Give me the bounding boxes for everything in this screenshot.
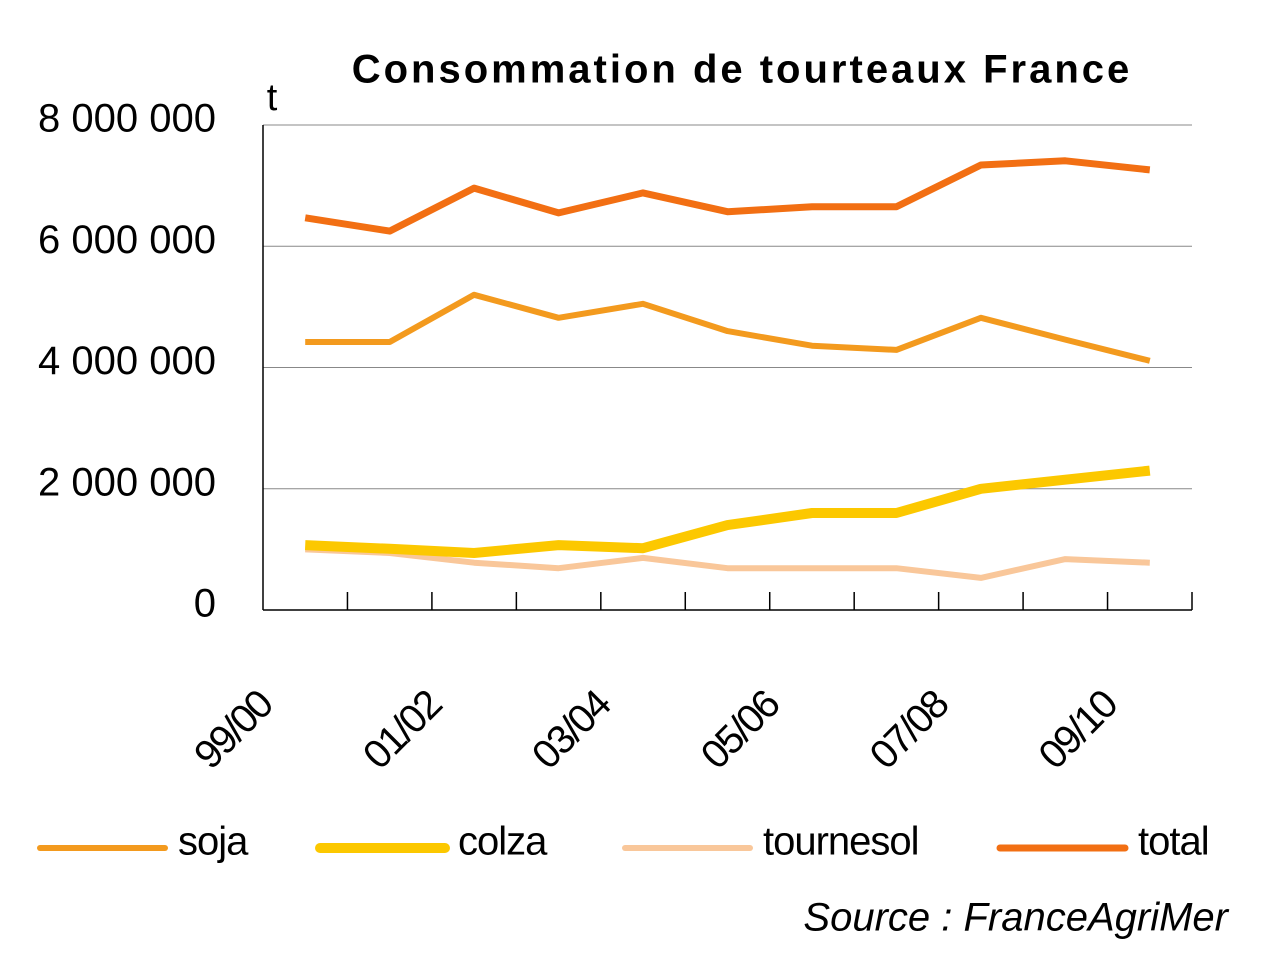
x-tick-label: 09/10 [1031,682,1126,777]
legend-label: soja [178,820,249,864]
series-line [305,546,1150,581]
legend-label: colza [458,820,548,864]
y-tick-label: 8 000 000 [38,97,216,141]
chart-title: Consommation de tourteaux France [352,48,1133,92]
x-tick-label: 01/02 [355,682,450,777]
x-tick-label: 05/06 [693,682,788,777]
y-tick-label: 0 [194,582,216,626]
y-unit: t [267,77,278,119]
y-tick-label: 4 000 000 [38,339,216,383]
legend-label: total [1138,820,1209,864]
legend-label: tournesol [763,820,919,864]
series-line [304,465,1151,558]
y-tick-label: 2 000 000 [38,460,216,504]
x-tick-label: 07/08 [862,682,957,777]
series-line [305,291,1151,364]
source: Source : FranceAgriMer [803,896,1229,940]
x-tick-label: 99/00 [186,682,281,777]
x-tick-label: 03/04 [524,681,620,777]
series-line [304,157,1151,235]
y-tick-label: 6 000 000 [38,218,216,262]
